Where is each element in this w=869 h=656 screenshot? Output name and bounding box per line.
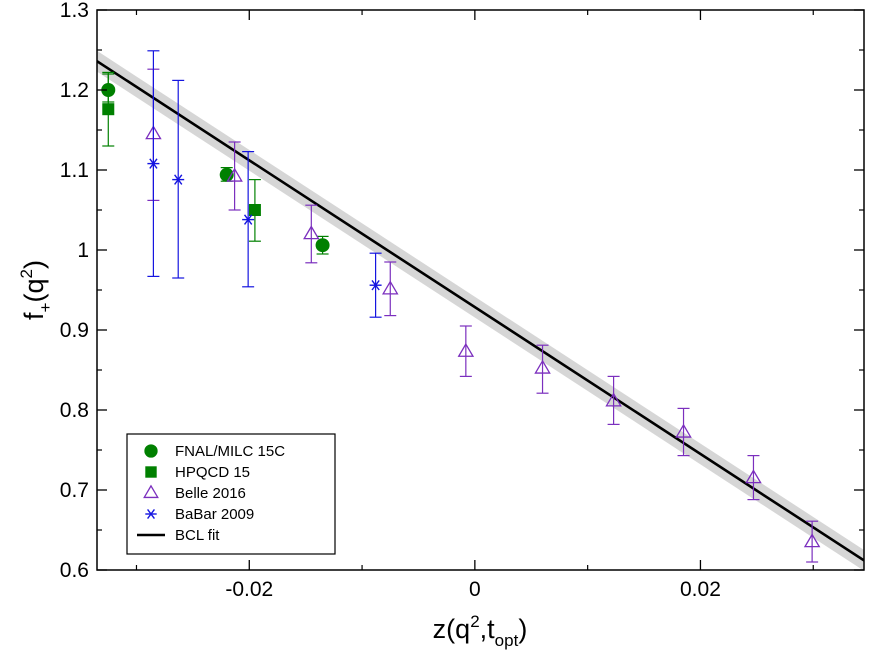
legend-swatch (145, 466, 157, 478)
data-point (315, 238, 330, 253)
data-point (369, 279, 382, 291)
legend-label: FNAL/MILC 15C (175, 443, 285, 460)
error-bar (384, 261, 397, 317)
y-tick-label: 0.6 (60, 559, 89, 582)
legend-label: BCL fit (175, 527, 220, 544)
y-tick-label: 0.8 (60, 399, 89, 422)
data-point (382, 280, 399, 295)
y-tick-label: 1 (77, 239, 89, 262)
data-layer (101, 50, 821, 563)
frame-layer: -0.02 0 0.02 0.6 0.7 0.8 0.9 1 1.1 1.2 1.3 (60, 0, 865, 601)
legend-entry: BaBar 2009 (145, 506, 254, 523)
y-tick-label: 0.9 (60, 319, 89, 342)
error-bar (677, 407, 690, 457)
data-point (303, 225, 320, 240)
y-tick-label: 1.2 (60, 79, 89, 102)
series-hpqcd-15 (102, 73, 261, 242)
data-point (675, 423, 692, 438)
legend-entry: HPQCD 15 (145, 464, 250, 481)
data-point (457, 342, 475, 357)
fit-line (97, 60, 864, 562)
data-point (534, 359, 551, 374)
data-point (803, 533, 821, 548)
x-tick-label: -0.02 (225, 578, 273, 601)
data-point-stroke (243, 214, 253, 225)
legend-label: BaBar 2009 (175, 506, 254, 523)
y-axis-label: f+(q2) (17, 260, 55, 320)
legend-swatch-stroke (147, 509, 155, 519)
series-fnal-milc-15c (101, 71, 330, 255)
legend-label: Belle 2016 (175, 485, 246, 502)
x-tick-label: 0 (469, 578, 481, 601)
series-babar-2009 (147, 50, 382, 318)
fit-band-layer (97, 50, 864, 570)
data-point-stroke (371, 279, 380, 291)
y-tick-label: 1.3 (60, 0, 89, 22)
error-bar (747, 455, 760, 501)
data-point (745, 469, 762, 484)
legend-entry: FNAL/MILC 15C (144, 443, 285, 460)
data-point (102, 103, 115, 116)
data-point (248, 204, 261, 216)
legend-entry: Belle 2016 (143, 484, 246, 502)
data-point-stroke (149, 158, 158, 169)
legend-swatch (144, 444, 158, 458)
y-tick-label: 1.1 (60, 159, 89, 182)
legend-label: HPQCD 15 (175, 464, 250, 481)
legend-entry: BCL fit (137, 527, 220, 544)
data-point (605, 392, 622, 407)
error-bar (305, 204, 318, 264)
error-bar (228, 141, 241, 211)
error-bar (536, 344, 549, 394)
y-tick-label: 0.7 (60, 479, 89, 502)
data-point (219, 167, 234, 182)
data-point (242, 214, 255, 225)
data-point-stroke (174, 174, 183, 185)
legend-swatch (145, 509, 157, 519)
error-bar (459, 325, 472, 377)
x-axis-label: z(q2,topt) (433, 612, 528, 650)
x-tick-label: 0.02 (680, 578, 721, 601)
legend-swatch (143, 484, 159, 499)
data-point (172, 174, 185, 185)
data-point (147, 158, 160, 169)
error-bar (607, 375, 620, 425)
error-bar (806, 520, 819, 563)
data-point (226, 167, 243, 182)
legend: FNAL/MILC 15C HPQCD 15 Belle 2016 BaBar 200… (126, 433, 336, 555)
